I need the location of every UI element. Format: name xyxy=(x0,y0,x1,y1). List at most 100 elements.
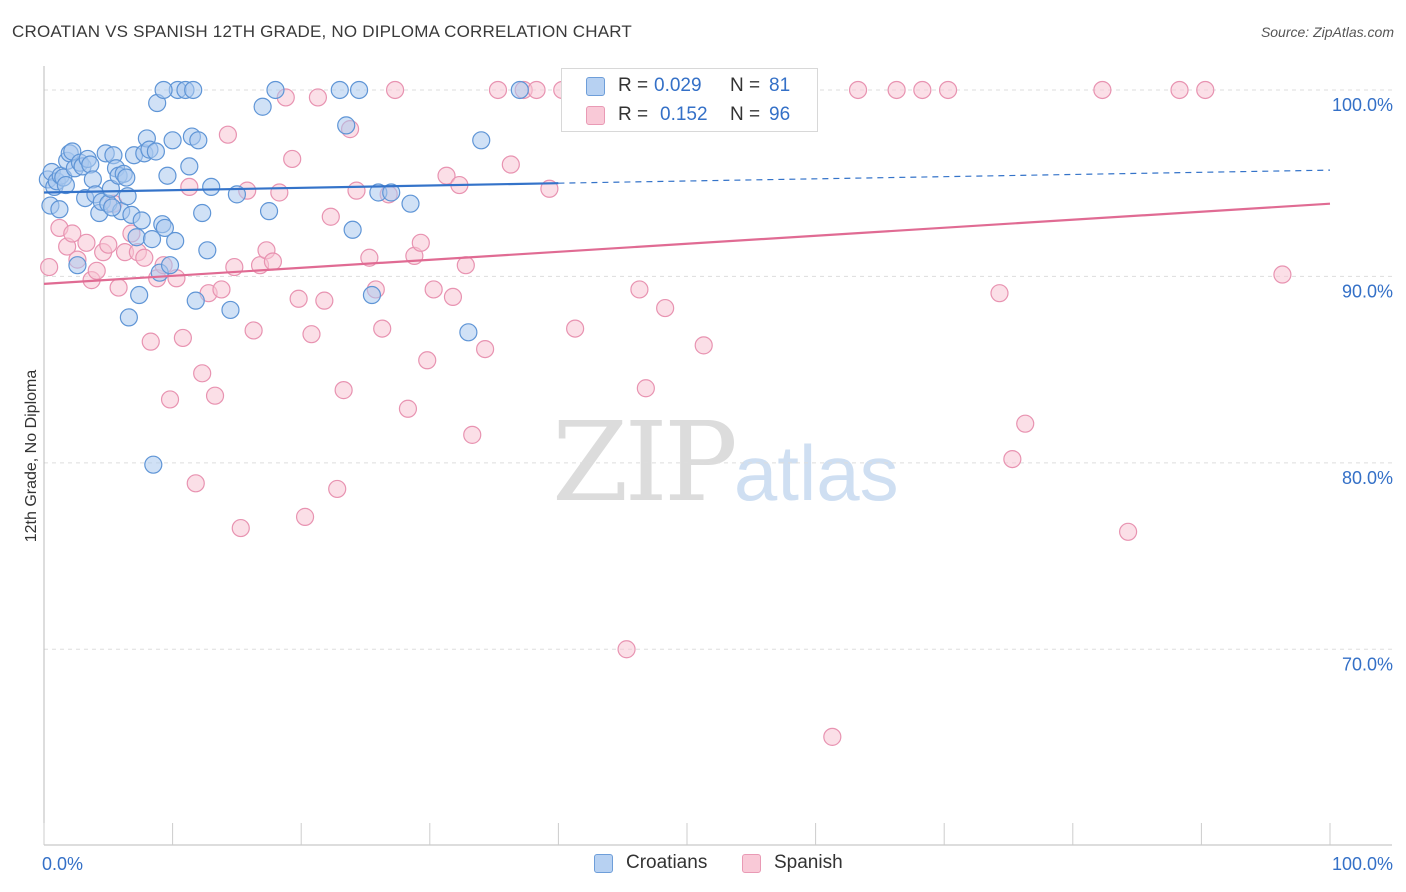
spanish-point xyxy=(411,233,430,252)
spanish-point xyxy=(1118,522,1138,541)
r-value: 0.152 xyxy=(660,104,708,125)
spanish-point xyxy=(77,233,96,252)
croatian-point xyxy=(119,308,138,327)
spanish-point xyxy=(566,319,585,338)
croatian-point xyxy=(160,256,180,275)
croatian-point xyxy=(382,183,401,202)
spanish-point xyxy=(456,256,475,275)
spanish-point xyxy=(180,177,199,197)
croatian-point xyxy=(459,323,478,342)
croatian-point xyxy=(343,220,362,239)
spanish-point xyxy=(99,235,118,254)
croatian-point xyxy=(189,131,208,150)
spanish-point xyxy=(540,179,559,198)
croatian-point xyxy=(154,80,173,100)
spanish-point xyxy=(160,390,180,409)
source-credit: Source: ZipAtlas.com xyxy=(1260,24,1394,40)
croatian-point xyxy=(337,116,356,135)
legend-label: Spanish xyxy=(774,852,843,873)
x-tick-label: 100.0% xyxy=(1332,854,1393,874)
croatian-point xyxy=(130,285,149,305)
spanish-point xyxy=(205,386,225,405)
croatian-point xyxy=(146,142,165,161)
croatians-swatch xyxy=(586,77,605,96)
r-label: R = xyxy=(618,104,649,125)
croatian-point xyxy=(166,231,185,251)
spanish-point xyxy=(656,298,675,318)
correlation-legend: R = 0.029 N = 81 R = 0.152 N = 96 xyxy=(561,68,818,132)
croatians-trend-line xyxy=(43,182,559,194)
spanish-point xyxy=(212,280,231,299)
spanish-point xyxy=(295,507,315,526)
croatian-point xyxy=(158,166,177,185)
spanish-point xyxy=(135,248,154,267)
y-tick-label: 80.0% xyxy=(1342,468,1393,488)
croatian-point xyxy=(198,241,217,260)
y-tick-label: 70.0% xyxy=(1342,654,1393,674)
spanish-point xyxy=(488,80,508,100)
legend-row-spanish: R = 0.152 N = 96 xyxy=(562,100,817,130)
spanish-point xyxy=(315,291,334,310)
n-value: 81 xyxy=(769,75,791,96)
spanish-point xyxy=(347,181,366,200)
spanish-point xyxy=(328,479,347,499)
croatian-point xyxy=(56,175,75,195)
croatian-point xyxy=(127,228,146,247)
spanish-point xyxy=(141,332,160,351)
spanish-point xyxy=(1003,449,1022,469)
croatian-point xyxy=(132,211,151,230)
croatian-point xyxy=(259,202,279,221)
spanish-point xyxy=(270,183,289,202)
spanish-point xyxy=(418,351,437,370)
spanish-swatch xyxy=(742,854,761,873)
spanish-point xyxy=(636,379,655,398)
spanish-point xyxy=(186,474,205,493)
spanish-point xyxy=(360,248,379,267)
series-croatians xyxy=(38,80,529,474)
croatian-point xyxy=(362,285,382,305)
spanish-point xyxy=(527,80,546,100)
n-label: N = xyxy=(730,104,761,125)
n-label: N = xyxy=(730,75,761,96)
spanish-point xyxy=(193,364,212,383)
croatian-point xyxy=(117,168,136,187)
spanish-point xyxy=(424,280,443,299)
croatian-point xyxy=(184,80,203,100)
spanish-point xyxy=(1016,414,1035,433)
croatians-trend-extension xyxy=(558,169,1331,184)
croatian-point xyxy=(510,80,529,100)
spanish-point xyxy=(263,252,283,271)
spanish-point xyxy=(823,727,842,746)
n-value: 96 xyxy=(769,104,791,125)
spanish-point xyxy=(1093,80,1112,100)
spanish-point xyxy=(938,80,958,100)
spanish-point xyxy=(463,425,482,444)
y-tick-label: 90.0% xyxy=(1342,281,1393,301)
croatian-point xyxy=(221,300,240,320)
spanish-point xyxy=(321,207,340,226)
spanish-point xyxy=(1196,80,1215,100)
spanish-point xyxy=(887,80,906,100)
croatian-point xyxy=(142,230,162,249)
spanish-point xyxy=(1170,80,1189,100)
croatian-point xyxy=(180,157,199,176)
croatian-point xyxy=(83,170,102,189)
spanish-point xyxy=(617,640,636,659)
croatian-point xyxy=(193,203,212,223)
spanish-point xyxy=(913,80,932,100)
spanish-point xyxy=(398,399,418,418)
x-tick-label: 0.0% xyxy=(42,854,83,874)
croatian-point xyxy=(202,177,221,197)
croatian-point xyxy=(163,131,182,150)
spanish-point xyxy=(334,381,353,400)
spanish-point xyxy=(244,321,263,340)
croatian-point xyxy=(144,455,163,474)
series-spanish xyxy=(40,80,1292,746)
croatian-point xyxy=(266,80,285,100)
spanish-point xyxy=(87,261,106,280)
spanish-point xyxy=(443,287,463,306)
legend-label: Croatians xyxy=(626,852,708,873)
croatian-point xyxy=(103,198,122,217)
spanish-point xyxy=(40,257,59,277)
spanish-point xyxy=(848,80,868,100)
